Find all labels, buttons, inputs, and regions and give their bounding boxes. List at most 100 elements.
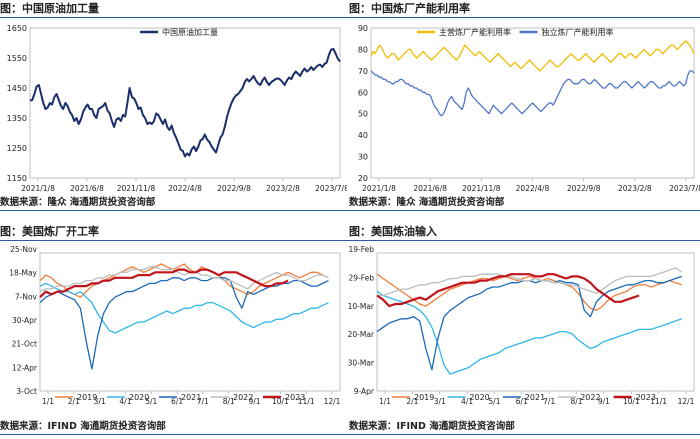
x-tick-label: 12/1 xyxy=(678,397,695,406)
x-tick-label: 5/1 xyxy=(145,397,157,406)
x-tick-label: 2022/4/8 xyxy=(168,184,202,193)
series-line-2019 xyxy=(39,263,329,298)
x-tick-label: 2021/6/8 xyxy=(413,184,447,193)
x-tick-label: 6/1 xyxy=(516,397,528,406)
x-tick-label: 8/1 xyxy=(571,397,583,406)
y-tick-label: 3-Oct xyxy=(16,387,37,396)
panel-title: 图：美国炼厂开工率 xyxy=(0,223,347,241)
y-tick-label: 30-Apr xyxy=(12,316,38,325)
legend-label: 主营炼厂产能利用率 xyxy=(439,27,511,37)
legend-label: 2019 xyxy=(77,393,97,402)
legend-label: 2021 xyxy=(181,393,201,402)
source-note: 数据来源：隆众 海通期货投资咨询部 xyxy=(347,196,700,211)
series-line-2023 xyxy=(376,273,640,308)
y-tick-label: 50 xyxy=(358,110,368,119)
legend-label: 2023 xyxy=(636,393,656,402)
legend-label: 2021 xyxy=(525,393,545,402)
x-tick-label: 2/1 xyxy=(68,397,80,406)
x-tick-label: 4/1 xyxy=(461,397,473,406)
x-tick-label: 2023/7/8 xyxy=(669,184,700,193)
y-tick-label: 10-Mar xyxy=(348,302,375,311)
x-tick-label: 2/1 xyxy=(406,397,418,406)
chart-us-refinery-runs: 25-Nov 18-May 7-Nov 30-Apr 21-Oct 12-Apr 3-Oct… xyxy=(9,245,341,406)
source-note: 数据来源：隆众 海通期货投资咨询部 xyxy=(0,196,347,211)
series-line-中国原油加工量 xyxy=(29,48,341,158)
panel-title: 图：美国炼油输入 xyxy=(347,223,700,241)
y-tick-label: 21-Oct xyxy=(12,340,37,349)
x-tick-label: 11/1 xyxy=(650,397,667,406)
series-line-2022 xyxy=(377,267,683,297)
panel-title: 图：中国炼厂产能利用率 xyxy=(347,0,700,18)
series-line-2019 xyxy=(376,273,683,311)
panel-us-refinery-input: 图：美国炼油输入 19-Feb 29-Feb 10-Mar 20-Mar 30-Mar 9… xyxy=(347,223,700,439)
chart-us-refinery-input: 19-Feb 29-Feb 10-Mar 20-Mar 30-Mar 9-Apr 1/1 2/… xyxy=(348,245,695,406)
x-tick-label: 2021/1/8 xyxy=(21,184,55,193)
y-tick-label: 40 xyxy=(358,131,368,140)
x-tick-label: 8/1 xyxy=(223,397,235,406)
legend-label: 2022 xyxy=(233,393,253,402)
legend-label: 中国原油加工量 xyxy=(162,27,218,37)
x-tick-label: 3/1 xyxy=(434,397,446,406)
y-tick-label: 1450 xyxy=(7,84,27,93)
x-tick-label: 10/1 xyxy=(623,397,640,406)
x-tick-label: 2022/9/8 xyxy=(217,184,251,193)
y-tick-label: 12-Apr xyxy=(12,363,38,372)
x-tick-label: 6/1 xyxy=(171,397,183,406)
y-tick-label: 60 xyxy=(358,88,368,97)
x-tick-label: 5/1 xyxy=(488,397,500,406)
legend-label: 2019 xyxy=(414,393,434,402)
x-tick-label: 1/1 xyxy=(42,397,54,406)
legend-label: 2022 xyxy=(580,393,600,402)
y-tick-label: 1350 xyxy=(7,114,27,123)
x-tick-label: 2023/2/8 xyxy=(618,184,652,193)
plot-frame xyxy=(376,252,695,392)
y-tick-label: 18-May xyxy=(9,269,37,278)
x-tick-label: 2021/11/8 xyxy=(117,184,156,193)
x-tick-label: 4/1 xyxy=(119,397,131,406)
series-line-2021 xyxy=(39,277,329,370)
x-tick-label: 9/1 xyxy=(598,397,610,406)
y-tick-label: 80 xyxy=(358,45,368,54)
x-tick-label: 2023/7/8 xyxy=(315,184,347,193)
x-tick-label: 10/1 xyxy=(272,397,289,406)
chart-refinery-utilization: 20 30 40 50 60 70 80 90 2021/1/8 2021/6/8 2021/11/… xyxy=(358,24,700,193)
y-tick-label: 30 xyxy=(358,153,368,162)
series-line-2020 xyxy=(376,290,683,375)
series-line-2022 xyxy=(39,266,329,293)
legend-label: 2020 xyxy=(129,393,149,402)
x-tick-label: 12/1 xyxy=(324,397,341,406)
panel-title: 图：中国原油加工量 xyxy=(0,0,347,18)
x-tick-label: 9/1 xyxy=(249,397,261,406)
series-line-独立炼厂产能利用率 xyxy=(370,70,695,117)
y-tick-label: 29-Feb xyxy=(348,273,374,282)
x-tick-label: 11/1 xyxy=(298,397,315,406)
y-tick-label: 20-Mar xyxy=(348,330,375,339)
y-tick-label: 1550 xyxy=(7,54,27,63)
source-note: 数据来源：IFIND 海通期货投资咨询部 xyxy=(0,420,347,435)
series-line-主营炼厂产能利用率 xyxy=(370,40,695,72)
y-tick-label: 90 xyxy=(358,24,368,33)
panel-refinery-utilization: 图：中国炼厂产能利用率 20 30 40 50 60 70 80 90 2021/1/8 2021… xyxy=(347,0,700,218)
x-tick-label: 2022/9/8 xyxy=(567,184,601,193)
panel-crude-throughput: 图：中国原油加工量 1150 1250 1350 1450 1550 1650 2021/1… xyxy=(0,0,347,218)
y-tick-label: 19-Feb xyxy=(348,245,374,254)
chart-crude-throughput: 1150 1250 1350 1450 1550 1650 2021/1/8 2021/6/8… xyxy=(7,24,347,193)
series-line-2023 xyxy=(39,268,289,298)
y-tick-label: 25-Nov xyxy=(10,245,37,254)
y-tick-label: 7-Nov xyxy=(15,292,38,301)
x-tick-label: 7/1 xyxy=(543,397,555,406)
y-tick-label: 1250 xyxy=(7,144,27,153)
x-tick-label: 2021/11/8 xyxy=(462,184,501,193)
y-tick-label: 1650 xyxy=(7,24,27,33)
legend-label: 独立炼厂产能利用率 xyxy=(542,27,614,37)
x-tick-label: 7/1 xyxy=(197,397,209,406)
legend-label: 2023 xyxy=(285,393,305,402)
x-tick-label: 2021/1/8 xyxy=(362,184,396,193)
x-tick-label: 2021/6/8 xyxy=(70,184,104,193)
series-line-2020 xyxy=(39,282,329,334)
y-tick-label: 9-Apr xyxy=(354,387,375,396)
y-tick-label: 70 xyxy=(358,67,368,76)
source-note: 数据来源：IFIND 海通期货投资咨询部 xyxy=(347,420,700,435)
y-tick-label: 20 xyxy=(358,174,368,183)
x-tick-label: 1/1 xyxy=(379,397,391,406)
